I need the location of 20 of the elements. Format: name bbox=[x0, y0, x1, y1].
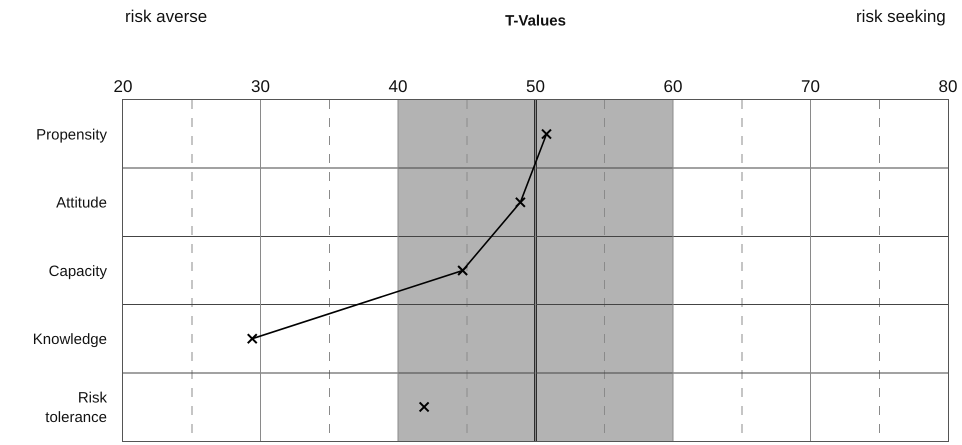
point bbox=[418, 401, 430, 412]
x-tick-label: 40 bbox=[388, 77, 408, 96]
y-tick-label: Knowledge bbox=[32, 330, 107, 348]
y-tick-label: Attitude bbox=[56, 194, 107, 212]
y-tick-label: Risk tolerance bbox=[45, 389, 108, 426]
point bbox=[457, 265, 468, 276]
y-tick-label: Capacity bbox=[48, 262, 108, 280]
x-tick-label: 50 bbox=[526, 77, 545, 96]
text: risk averse bbox=[125, 7, 208, 26]
chart-title: T-Values bbox=[505, 12, 566, 30]
x-tick-label: 20 bbox=[114, 77, 132, 96]
y-tick-label: Propensity bbox=[36, 126, 108, 144]
point bbox=[246, 333, 258, 344]
point bbox=[514, 196, 526, 208]
x-tick-label: 80 bbox=[938, 77, 958, 96]
point bbox=[541, 128, 552, 140]
x-tick-label: 70 bbox=[801, 77, 820, 96]
x-tick-label: 60 bbox=[664, 77, 682, 96]
x-tick-label: 30 bbox=[251, 77, 270, 96]
text: risk seeking bbox=[856, 7, 946, 26]
